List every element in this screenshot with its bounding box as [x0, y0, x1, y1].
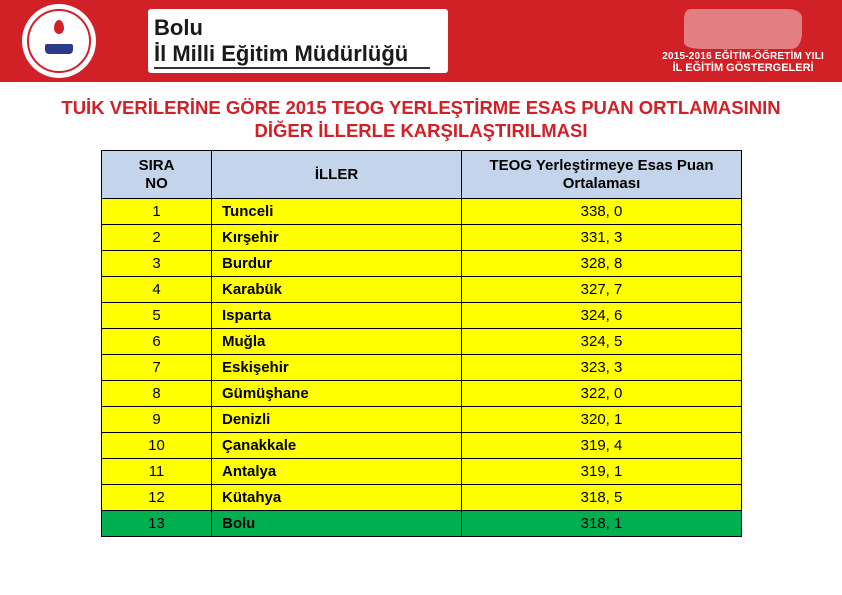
col-header-sira-label: SIRANO	[139, 157, 175, 191]
cell-sira-no: 3	[102, 250, 212, 276]
cell-il: Kırşehir	[212, 224, 462, 250]
cell-sira-no: 4	[102, 276, 212, 302]
cell-score: 322, 0	[462, 380, 742, 406]
cell-sira-no: 2	[102, 224, 212, 250]
cell-il: Gümüşhane	[212, 380, 462, 406]
cell-score: 328, 8	[462, 250, 742, 276]
cell-il: Muğla	[212, 328, 462, 354]
cell-score: 331, 3	[462, 224, 742, 250]
cell-il: Bolu	[212, 510, 462, 536]
cell-score: 320, 1	[462, 406, 742, 432]
cell-score: 324, 5	[462, 328, 742, 354]
badge-year: 2015-2016 EĞİTİM-ÖĞRETİM YILI	[662, 51, 824, 62]
cell-score: 318, 5	[462, 484, 742, 510]
cell-sira-no: 6	[102, 328, 212, 354]
cell-sira-no: 7	[102, 354, 212, 380]
title-line-1: Bolu	[154, 15, 430, 41]
table-row: 4Karabük327, 7	[102, 276, 742, 302]
cell-sira-no: 9	[102, 406, 212, 432]
cell-sira-no: 1	[102, 198, 212, 224]
cell-il: Çanakkale	[212, 432, 462, 458]
table-row: 11Antalya319, 1	[102, 458, 742, 484]
table-row: 2Kırşehir331, 3	[102, 224, 742, 250]
badge-text: İL EĞİTİM GÖSTERGELERİ	[662, 62, 824, 74]
cell-il: Antalya	[212, 458, 462, 484]
cell-il: Burdur	[212, 250, 462, 276]
top-banner: Bolu İl Milli Eğitim Müdürlüğü 2015-2016…	[0, 0, 842, 82]
cell-il: Denizli	[212, 406, 462, 432]
cell-sira-no: 5	[102, 302, 212, 328]
cell-sira-no: 11	[102, 458, 212, 484]
page-heading: TUİK VERİLERİNE GÖRE 2015 TEOG YERLEŞTİR…	[0, 82, 842, 150]
table-row: 7Eskişehir323, 3	[102, 354, 742, 380]
col-header-iller: İLLER	[212, 151, 462, 199]
cell-il: Tunceli	[212, 198, 462, 224]
cell-il: Eskişehir	[212, 354, 462, 380]
table-row: 6Muğla324, 5	[102, 328, 742, 354]
cell-score: 319, 1	[462, 458, 742, 484]
col-header-score: TEOG Yerleştirmeye Esas Puan Ortalaması	[462, 151, 742, 199]
heading-line-2: DİĞER İLLERLE KARŞILAŞTIRILMASI	[255, 120, 588, 141]
cell-sira-no: 13	[102, 510, 212, 536]
cell-score: 318, 1	[462, 510, 742, 536]
table-row: 12Kütahya318, 5	[102, 484, 742, 510]
comparison-table: SIRANO İLLER TEOG Yerleştirmeye Esas Pua…	[101, 150, 742, 537]
cell-il: Kütahya	[212, 484, 462, 510]
cell-score: 338, 0	[462, 198, 742, 224]
cell-sira-no: 10	[102, 432, 212, 458]
heading-line-1: TUİK VERİLERİNE GÖRE 2015 TEOG YERLEŞTİR…	[61, 97, 780, 118]
table-header-row: SIRANO İLLER TEOG Yerleştirmeye Esas Pua…	[102, 151, 742, 199]
cell-score: 323, 3	[462, 354, 742, 380]
table-row: 1Tunceli338, 0	[102, 198, 742, 224]
comparison-table-wrap: SIRANO İLLER TEOG Yerleştirmeye Esas Pua…	[101, 150, 741, 537]
col-header-sira: SIRANO	[102, 151, 212, 199]
cell-score: 319, 4	[462, 432, 742, 458]
cell-score: 324, 6	[462, 302, 742, 328]
cell-il: Karabük	[212, 276, 462, 302]
ministry-logo	[22, 4, 96, 78]
cell-sira-no: 8	[102, 380, 212, 406]
table-row: 5Isparta324, 6	[102, 302, 742, 328]
turkey-map-icon	[684, 9, 802, 49]
title-block: Bolu İl Milli Eğitim Müdürlüğü	[148, 9, 448, 73]
cell-sira-no: 12	[102, 484, 212, 510]
cell-score: 327, 7	[462, 276, 742, 302]
table-row: 8Gümüşhane322, 0	[102, 380, 742, 406]
table-row: 9Denizli320, 1	[102, 406, 742, 432]
year-badge: 2015-2016 EĞİTİM-ÖĞRETİM YILI İL EĞİTİM …	[662, 9, 824, 74]
table-row: 13Bolu318, 1	[102, 510, 742, 536]
table-row: 3Burdur328, 8	[102, 250, 742, 276]
table-body: 1Tunceli338, 02Kırşehir331, 33Burdur328,…	[102, 198, 742, 536]
cell-il: Isparta	[212, 302, 462, 328]
title-line-2: İl Milli Eğitim Müdürlüğü	[154, 41, 430, 69]
table-row: 10Çanakkale319, 4	[102, 432, 742, 458]
